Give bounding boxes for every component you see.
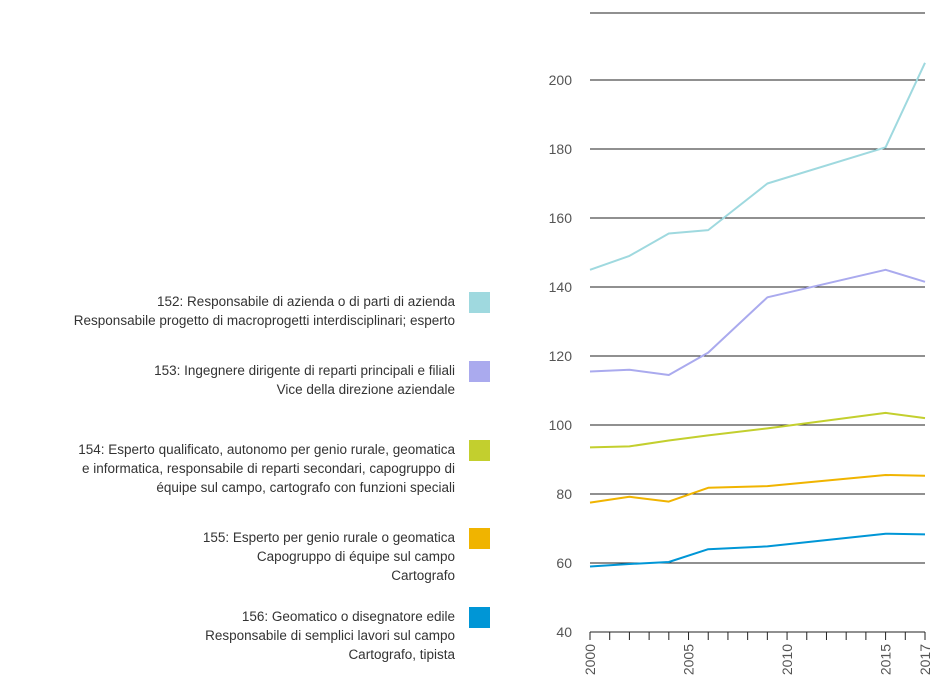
legend-swatch-155 [469,528,490,549]
series-line-154 [589,411,926,449]
legend-item-153: 153: Ingegnere dirigente di reparti prin… [154,361,490,399]
legend-swatch-152 [469,292,490,313]
series-line-155 [589,474,926,504]
x-tick-label-2017: 2017 [917,644,933,675]
legend-label-153: 153: Ingegnere dirigente di reparti prin… [154,363,455,397]
legend-swatch-153 [469,361,490,382]
legend-item-155: 155: Esperto per genio rurale o geomatic… [203,528,490,585]
y-tick-label-60: 60 [556,555,572,571]
gridlines [590,12,925,564]
legend-label-152: 152: Responsabile di azienda o di parti … [73,294,455,328]
y-tick-label-40: 40 [556,624,572,640]
x-tick-label-2010: 2010 [779,644,795,675]
series-line-153 [589,268,926,376]
y-tick-label-160: 160 [549,210,573,226]
x-axis: 2000 2005 2010 2015 2017 [582,631,933,675]
legend-item-156: 156: Geomatico o disegnatore edile Respo… [205,607,490,664]
y-tick-label-200: 200 [549,72,573,88]
y-tick-label-80: 80 [556,486,572,502]
legend-item-154: 154: Esperto qualificato, autonomo per g… [78,440,490,497]
x-tick-label-2015: 2015 [878,644,894,675]
y-tick-label-120: 120 [549,348,573,364]
y-axis-ticks: 40 60 80 100 120 140 160 180 200 [549,72,573,640]
legend-item-152: 152: Responsabile di azienda o di parti … [74,292,490,330]
legend-swatch-156 [469,607,490,628]
series-line-156 [589,532,926,568]
x-tick-label-2005: 2005 [681,644,697,675]
legend-swatch-154 [469,440,490,461]
series-lines [589,62,926,568]
chart-legend: 152: Responsabile di azienda o di parti … [74,292,490,664]
x-tick-label-2000: 2000 [582,644,598,675]
y-tick-label-140: 140 [549,279,573,295]
y-tick-label-180: 180 [549,141,573,157]
legend-label-155: 155: Esperto per genio rurale o geomatic… [202,530,455,583]
y-tick-label-100: 100 [549,417,573,433]
legend-label-156: 156: Geomatico o disegnatore edile Respo… [205,609,455,662]
legend-label-154: 154: Esperto qualificato, autonomo per g… [78,442,455,495]
series-line-152 [589,62,926,271]
